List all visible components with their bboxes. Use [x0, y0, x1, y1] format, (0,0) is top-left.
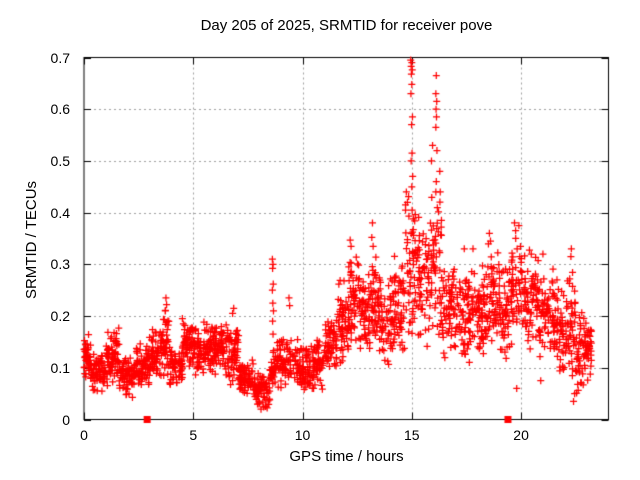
x-axis-label: GPS time / hours — [289, 448, 404, 465]
chart-title: Day 205 of 2025, SRMTID for receiver pov… — [200, 17, 493, 34]
y-tick-label: 0 — [62, 411, 70, 428]
y-tick-label: 0.4 — [50, 204, 70, 221]
x-tick-label: 10 — [294, 427, 311, 443]
y-tick-label: 0.6 — [50, 101, 70, 118]
y-tick-label: 0.3 — [50, 256, 70, 273]
y-tick-label: 0.2 — [50, 308, 70, 325]
x-tick-label: 5 — [189, 427, 198, 443]
y-tick-label: 0.5 — [50, 152, 70, 169]
x-tick-label: 0 — [80, 427, 88, 443]
x-tick-label: 20 — [513, 427, 529, 443]
y-tick-label: 0.1 — [50, 359, 70, 376]
y-tick-label: 0.7 — [50, 49, 70, 66]
x-tick-label: 15 — [404, 427, 420, 443]
